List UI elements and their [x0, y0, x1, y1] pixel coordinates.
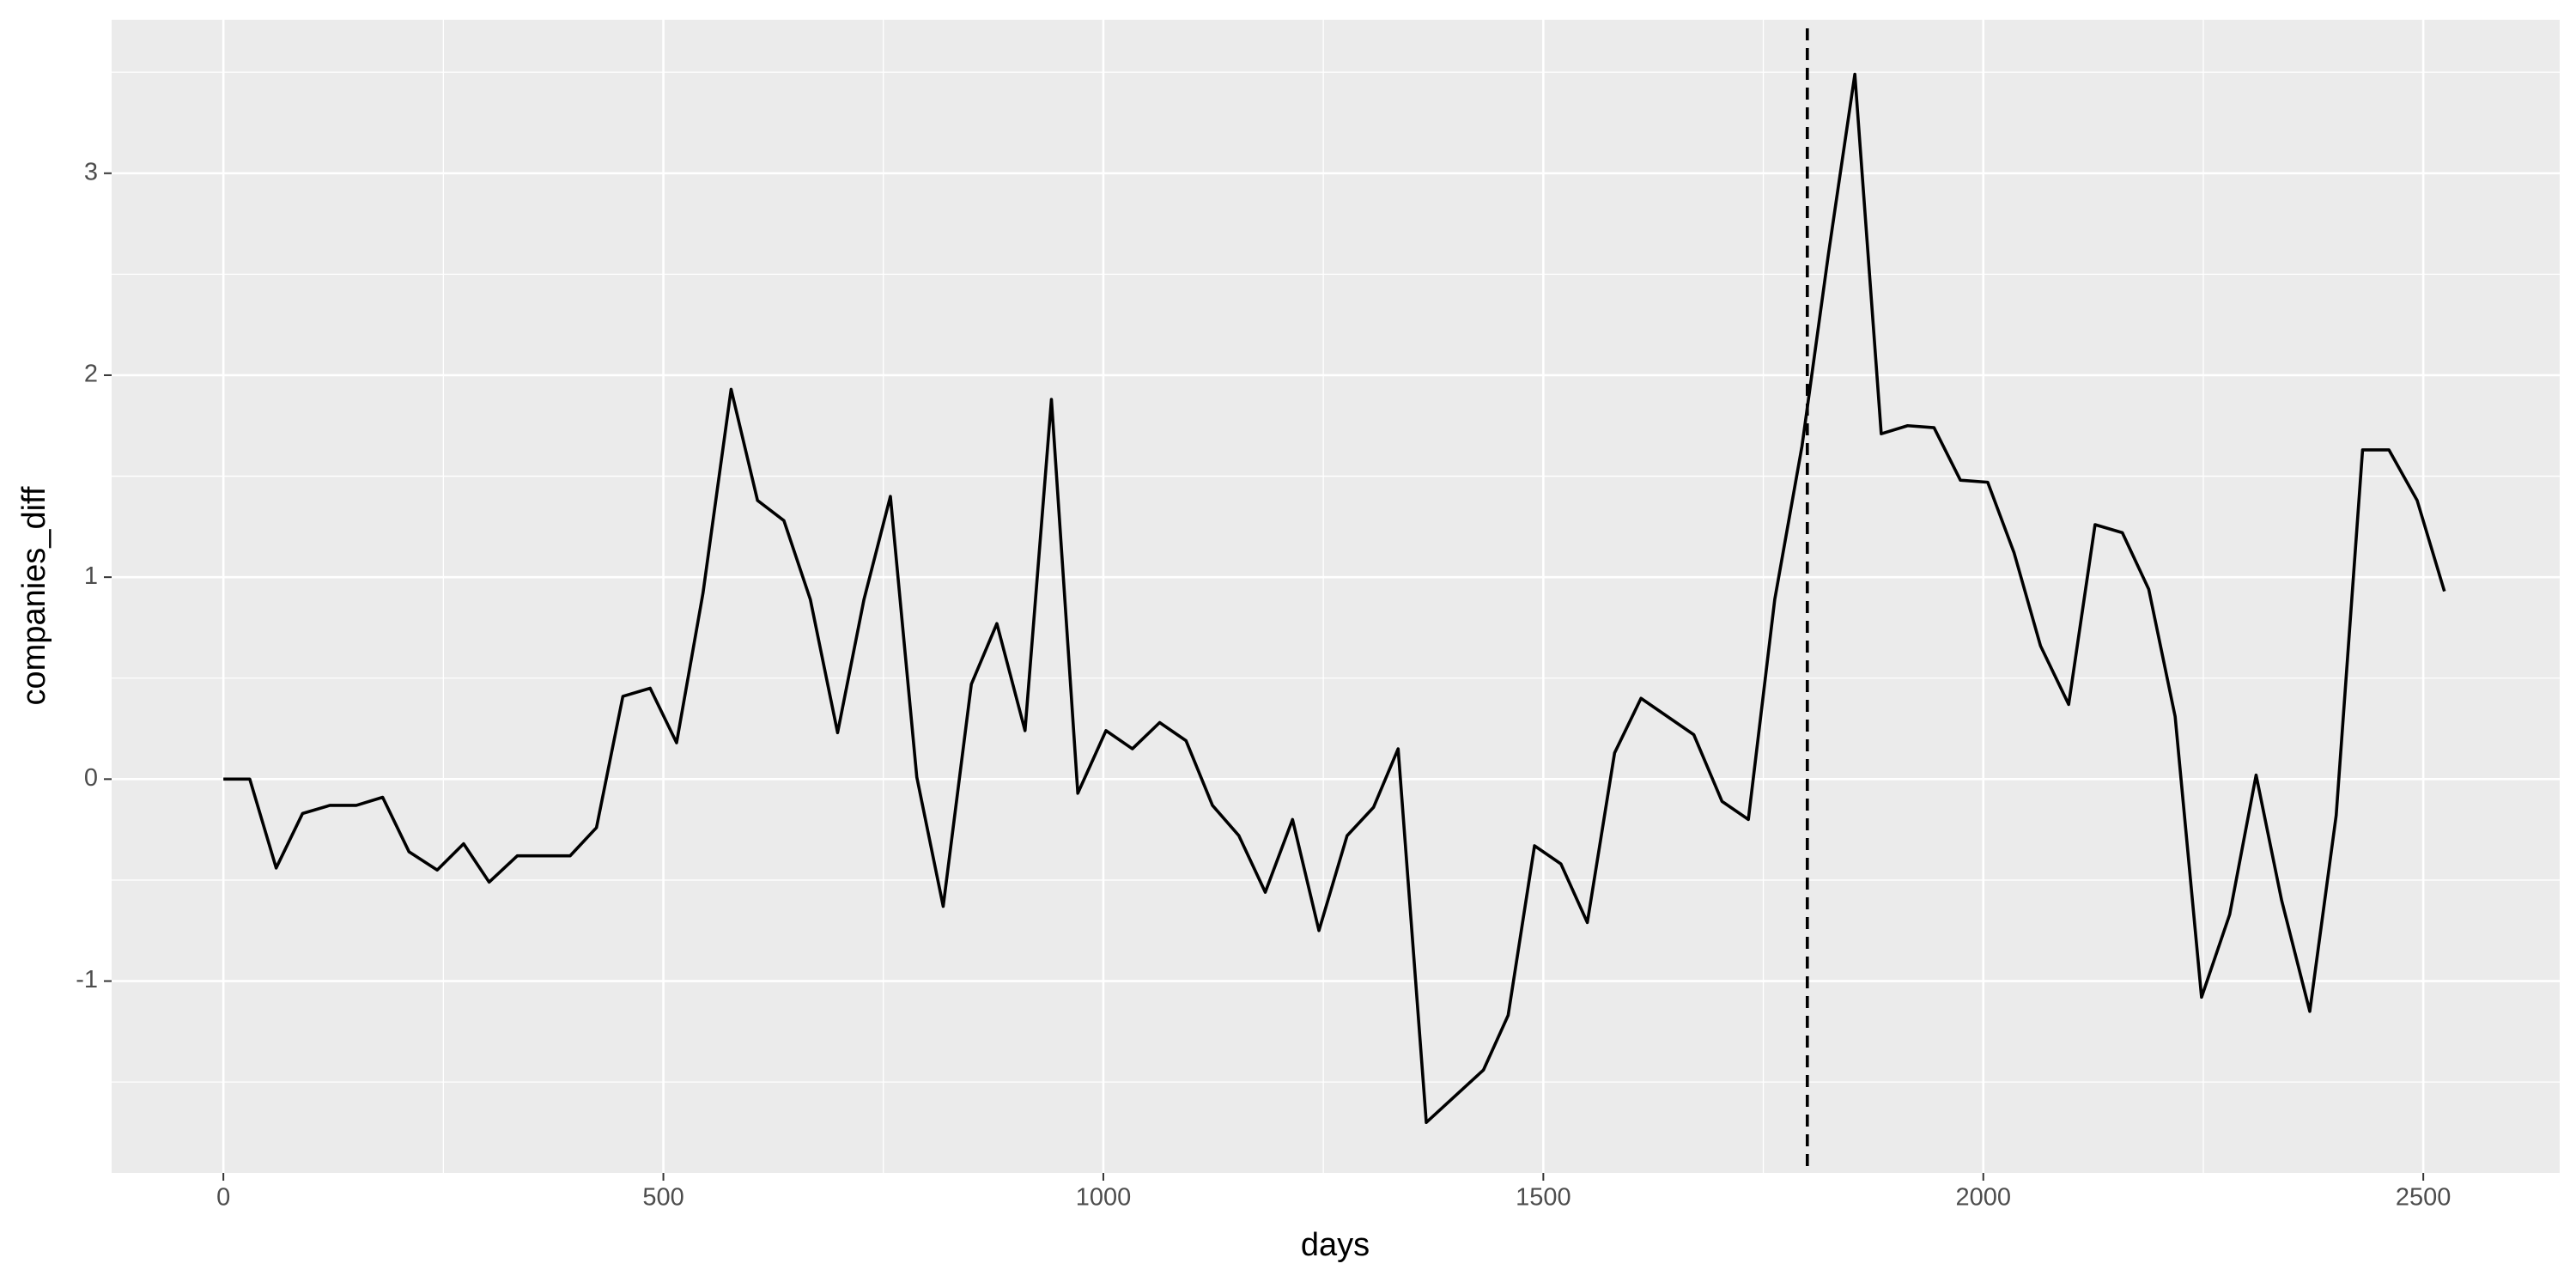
y-tick-label: 0 — [84, 764, 98, 792]
y-tick-label: -1 — [76, 966, 98, 993]
y-tick-label: 1 — [84, 562, 98, 590]
x-tick-label: 2500 — [2396, 1184, 2451, 1212]
x-tick-label: 1000 — [1076, 1184, 1132, 1212]
line — [223, 72, 2446, 1124]
panel — [112, 20, 2560, 1173]
x-tick-label: 500 — [642, 1184, 683, 1212]
x-axis-title: days — [1301, 1227, 1370, 1263]
x-tick-label: 2000 — [1955, 1184, 2011, 1212]
grid — [112, 20, 2560, 1173]
x-tick-label: 0 — [216, 1184, 230, 1212]
y-axis-title: companies_diff — [16, 486, 52, 705]
y-tick-label: 3 — [84, 158, 98, 185]
x-tick-label: 1500 — [1516, 1184, 1571, 1212]
y-tick-label: 2 — [84, 361, 98, 388]
marks — [223, 28, 2446, 1173]
